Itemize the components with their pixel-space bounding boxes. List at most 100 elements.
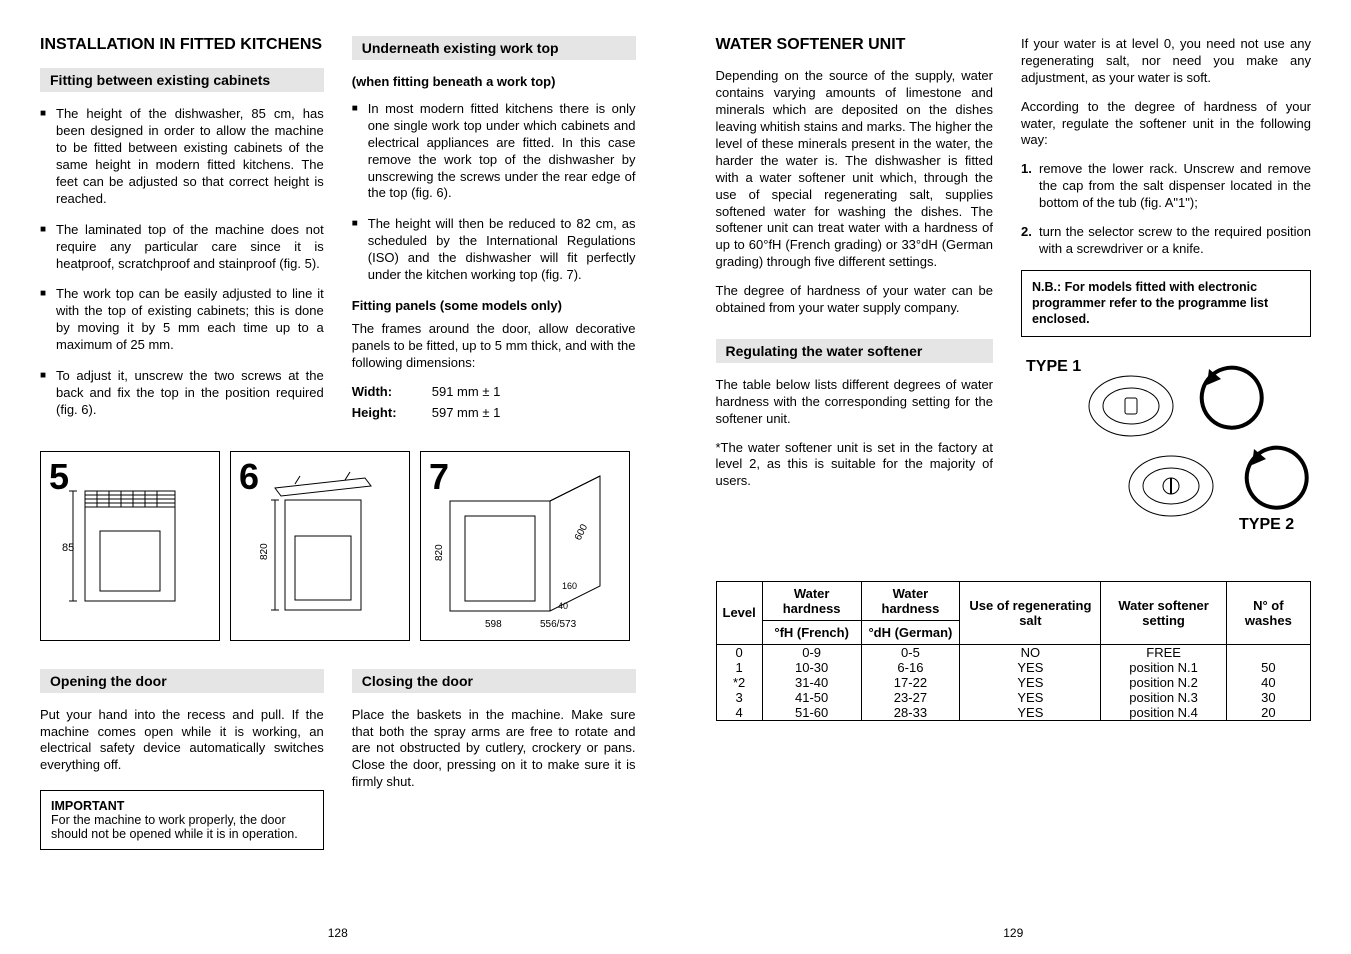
set-3: position N.3 xyxy=(1101,690,1225,705)
page-right: WATER SOFTENER UNIT Depending on the sou… xyxy=(676,0,1351,954)
type-diagram: TYPE 1 xyxy=(1021,351,1311,541)
level-cell: 0 1 *2 3 4 xyxy=(716,644,762,720)
bullet: The height of the dishwasher, 85 cm, has… xyxy=(40,106,324,207)
set-2: position N.2 xyxy=(1101,675,1225,690)
lvl-0: 0 xyxy=(717,645,762,660)
softener-table-wrap: Level Water hardness Water hardness Use … xyxy=(716,571,1312,721)
fig7-e: 598 xyxy=(485,619,502,630)
softener-para1: Depending on the source of the supply, w… xyxy=(716,68,994,271)
section-title-install: INSTALLATION IN FITTED KITCHENS xyxy=(40,36,324,54)
dh-2: 17-22 xyxy=(862,675,960,690)
bullet: In most modern fitted kitchens there is … xyxy=(352,101,636,202)
th-wh2: Water hardness xyxy=(861,581,960,620)
figure-6: 6 820 xyxy=(230,451,410,641)
dh-1: 6-16 xyxy=(862,660,960,675)
w-0 xyxy=(1227,645,1310,660)
dh-4: 28-33 xyxy=(862,705,960,720)
important-label: IMPORTANT xyxy=(51,799,313,813)
step-1-text: remove the lower rack. Unscrew and remov… xyxy=(1039,161,1311,210)
salt-cell: NO YES YES YES YES xyxy=(960,644,1101,720)
lvl-3: 3 xyxy=(717,690,762,705)
fig6-dim: 820 xyxy=(259,543,270,560)
fitting-panels-head: Fitting panels (some models only) xyxy=(352,298,636,313)
salt-4: YES xyxy=(960,705,1100,720)
right-columns: WATER SOFTENER UNIT Depending on the sou… xyxy=(716,36,1312,541)
figure-5: 5 85 xyxy=(40,451,220,641)
figure-5-svg: 85 xyxy=(55,471,205,621)
subhead-opening: Opening the door xyxy=(40,669,324,693)
fig7-b: 600 xyxy=(573,522,591,542)
figure-6-svg: 820 xyxy=(245,466,395,626)
type2-label: TYPE 2 xyxy=(1239,516,1294,533)
important-text: For the machine to work properly, the do… xyxy=(51,813,298,841)
set-4: position N.4 xyxy=(1101,705,1225,720)
closing-text: Place the baskets in the machine. Make s… xyxy=(352,707,636,791)
th-setting: Water softener setting xyxy=(1101,581,1226,644)
fitting-panels-text: The frames around the door, allow decora… xyxy=(352,321,636,372)
salt-1: YES xyxy=(960,660,1100,675)
table-body: 0 1 *2 3 4 0-9 10-30 31-40 xyxy=(716,644,1311,720)
table-head: Level Water hardness Water hardness Use … xyxy=(716,581,1311,644)
bullet: To adjust it, unscrew the two screws at … xyxy=(40,368,324,419)
intro-according: According to the degree of hardness of y… xyxy=(1021,99,1311,150)
type1-label: TYPE 1 xyxy=(1026,358,1081,375)
fh-2: 31-40 xyxy=(763,675,861,690)
washes-cell: 50 40 30 20 xyxy=(1226,644,1310,720)
step-2-text: turn the selector screw to the required … xyxy=(1039,224,1311,256)
left-columns: INSTALLATION IN FITTED KITCHENS Fitting … xyxy=(40,36,636,433)
th-level: Level xyxy=(716,581,762,644)
width-value: 591 mm ± 1 xyxy=(432,384,501,399)
set-1: position N.1 xyxy=(1101,660,1225,675)
left-lower-cols: Opening the door Put your hand into the … xyxy=(40,669,636,851)
bullets-fitting: The height of the dishwasher, 85 cm, has… xyxy=(40,106,324,418)
intro-level0: If your water is at level 0, you need no… xyxy=(1021,36,1311,87)
page-number-right: 129 xyxy=(1003,926,1023,940)
figure-number: 7 xyxy=(429,456,449,498)
setting-cell: FREE position N.1 position N.2 position … xyxy=(1101,644,1226,720)
page-number-left: 128 xyxy=(328,926,348,940)
right-col-1: WATER SOFTENER UNIT Depending on the sou… xyxy=(716,36,994,541)
softener-table: Level Water hardness Water hardness Use … xyxy=(716,581,1312,721)
dh-0: 0-5 xyxy=(862,645,960,660)
figure-7-svg: 820 600 160 40 598 556/573 xyxy=(430,461,620,631)
subhead-underneath: Underneath existing work top xyxy=(352,36,636,60)
bullet: The work top can be easily adjusted to l… xyxy=(40,286,324,354)
fig7-c: 160 xyxy=(562,581,577,591)
section-title-softener: WATER SOFTENER UNIT xyxy=(716,36,994,54)
th-dh: °dH (German) xyxy=(861,620,960,644)
fh-cell: 0-9 10-30 31-40 41-50 51-60 xyxy=(762,644,861,720)
step-1: 1.remove the lower rack. Unscrew and rem… xyxy=(1021,161,1311,212)
dim-height: Height: 597 mm ± 1 xyxy=(352,405,636,420)
dim-width: Width: 591 mm ± 1 xyxy=(352,384,636,399)
steps-list: 1.remove the lower rack. Unscrew and rem… xyxy=(1021,161,1311,257)
page-left: INSTALLATION IN FITTED KITCHENS Fitting … xyxy=(0,0,676,954)
fh-4: 51-60 xyxy=(763,705,861,720)
lvl-2: *2 xyxy=(717,675,762,690)
fh-0: 0-9 xyxy=(763,645,861,660)
opening-text: Put your hand into the recess and pull. … xyxy=(40,707,324,775)
subhead-closing: Closing the door xyxy=(352,669,636,693)
fig7-f: 556/573 xyxy=(540,619,577,630)
subhead-fitting-cabinets: Fitting between existing cabinets xyxy=(40,68,324,92)
figure-number: 5 xyxy=(49,456,69,498)
important-box: IMPORTANT For the machine to work proper… xyxy=(40,790,324,850)
w-4: 20 xyxy=(1227,705,1310,720)
softener-para1b: The degree of hardness of your water can… xyxy=(716,283,994,317)
th-wh1: Water hardness xyxy=(762,581,861,620)
type-svg: TYPE 1 xyxy=(1021,351,1311,541)
subhead-regulating: Regulating the water softener xyxy=(716,339,994,363)
figure-row: 5 85 6 xyxy=(40,451,636,641)
dh-cell: 0-5 6-16 17-22 23-27 28-33 xyxy=(861,644,960,720)
w-2: 40 xyxy=(1227,675,1310,690)
figure-number: 6 xyxy=(239,456,259,498)
th-washes: N° of washes xyxy=(1226,581,1310,644)
fh-3: 41-50 xyxy=(763,690,861,705)
salt-3: YES xyxy=(960,690,1100,705)
th-salt: Use of regenerating salt xyxy=(960,581,1101,644)
w-3: 30 xyxy=(1227,690,1310,705)
table-row: 0 1 *2 3 4 0-9 10-30 31-40 xyxy=(716,644,1311,720)
right-col-2: If your water is at level 0, you need no… xyxy=(1021,36,1311,541)
dh-3: 23-27 xyxy=(862,690,960,705)
fh-1: 10-30 xyxy=(763,660,861,675)
fig7-a: 820 xyxy=(434,544,445,561)
